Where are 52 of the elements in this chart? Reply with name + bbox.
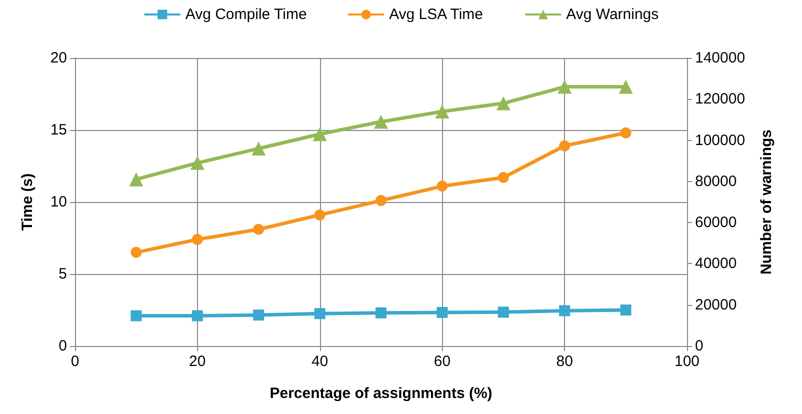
y2-tick-label: 80000 — [695, 172, 737, 190]
point — [374, 114, 388, 129]
point — [376, 307, 386, 318]
point — [618, 80, 633, 94]
y-tick-label: 15 — [50, 122, 67, 138]
point — [252, 142, 266, 156]
legend-label: Avg LSA Time — [389, 6, 484, 23]
point — [436, 306, 448, 318]
x-tick-label: 40 — [311, 353, 328, 370]
point — [559, 140, 570, 152]
point — [558, 80, 572, 94]
x-tick-label: 100 — [674, 353, 700, 370]
point — [435, 104, 450, 118]
y2-tick-label: 140000 — [695, 50, 746, 66]
y2-tick-label: 20000 — [695, 296, 737, 314]
y2-tick-label: 60000 — [695, 214, 737, 232]
point — [314, 308, 326, 320]
point — [620, 127, 632, 138]
x-tick-label: 20 — [189, 353, 206, 370]
y-axis-title: Time (s) — [19, 173, 36, 231]
point — [436, 180, 448, 192]
x-tick-label: 0 — [70, 353, 80, 370]
point — [130, 246, 142, 258]
point — [129, 172, 144, 186]
legend-label: Avg Warnings — [566, 6, 659, 23]
y2-tick-label: 120000 — [695, 90, 746, 108]
point — [192, 310, 203, 322]
point — [190, 156, 204, 170]
y2-axis-title: Number of warnings — [758, 129, 775, 275]
point — [192, 234, 203, 245]
legend-label: Avg Compile Time — [185, 6, 307, 23]
y-tick-label: 5 — [58, 266, 67, 282]
y2-tick-label: 100000 — [695, 132, 746, 149]
y-tick-label: 0 — [58, 338, 67, 354]
point — [498, 306, 509, 318]
y-tick-label: 20 — [50, 50, 67, 66]
point — [130, 310, 142, 322]
point — [498, 172, 509, 184]
point — [376, 195, 386, 206]
x-tick-label: 60 — [434, 353, 451, 370]
point — [620, 304, 632, 316]
point — [496, 96, 510, 110]
point — [312, 127, 327, 142]
point — [253, 224, 264, 235]
x-tick-label: 80 — [556, 353, 573, 370]
y-tick-label: 10 — [50, 194, 67, 210]
y2-tick-label: 40000 — [695, 255, 737, 272]
point — [314, 209, 326, 220]
x-axis-title: Percentage of assignments (%) — [270, 385, 492, 402]
point — [253, 310, 264, 321]
y2-tick-label: 0 — [695, 338, 704, 354]
point — [559, 305, 570, 316]
